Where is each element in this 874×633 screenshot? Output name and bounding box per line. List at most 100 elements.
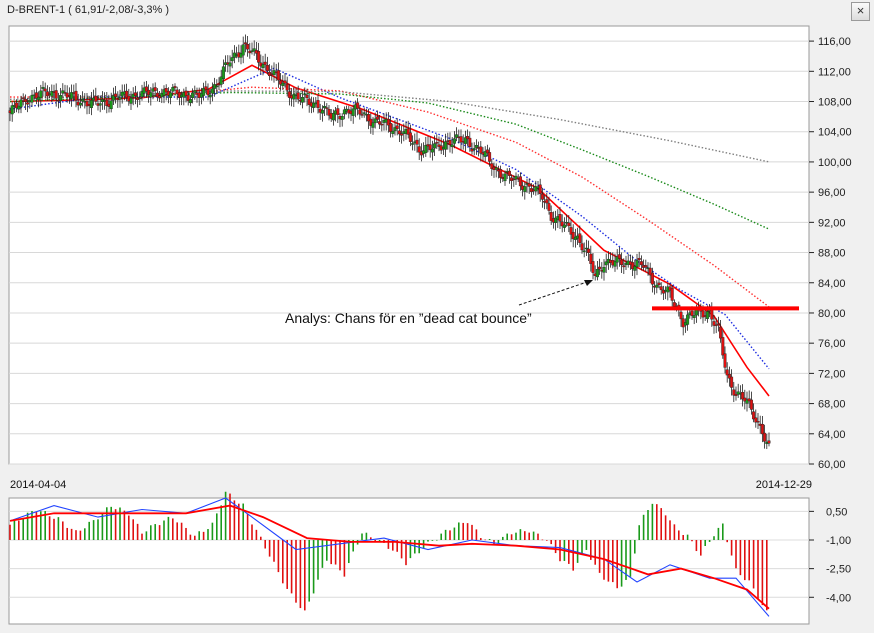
candle-body bbox=[604, 261, 608, 266]
macd-bar bbox=[726, 540, 728, 543]
moving-average-line bbox=[9, 67, 770, 370]
candle-body bbox=[389, 123, 393, 132]
candle-body bbox=[488, 152, 492, 162]
macd-bar bbox=[396, 540, 398, 552]
macd-bar bbox=[268, 540, 271, 557]
macd-lines bbox=[9, 497, 770, 617]
macd-bar bbox=[708, 540, 711, 542]
macd-bar bbox=[334, 540, 337, 565]
candle-body bbox=[741, 392, 745, 400]
price-tick-label: 112,00 bbox=[818, 66, 851, 78]
candle-body bbox=[452, 138, 456, 144]
candle-body bbox=[276, 70, 280, 81]
macd-bar bbox=[290, 540, 293, 594]
macd-bar bbox=[128, 515, 130, 540]
macd-bar bbox=[163, 520, 165, 540]
candle-body bbox=[428, 144, 432, 151]
price-tick-label: 116,00 bbox=[818, 36, 851, 48]
close-button[interactable]: × bbox=[851, 2, 870, 21]
candle-body bbox=[562, 224, 566, 228]
macd-bar bbox=[141, 533, 143, 540]
candle-body bbox=[248, 50, 252, 54]
candle-body bbox=[243, 42, 247, 45]
candle-body bbox=[749, 399, 753, 410]
candle-body bbox=[417, 146, 421, 153]
candle-body bbox=[138, 97, 142, 100]
macd-bar bbox=[598, 540, 601, 573]
candle-body bbox=[153, 87, 157, 91]
candle-body bbox=[380, 123, 384, 126]
candle-body bbox=[591, 261, 595, 273]
macd-bar bbox=[766, 540, 768, 611]
candle-body bbox=[331, 113, 335, 121]
candle-body bbox=[424, 145, 428, 154]
candle-body bbox=[725, 369, 729, 376]
macd-bar bbox=[365, 532, 368, 540]
macd-bar bbox=[207, 529, 209, 540]
annotation-arrow bbox=[518, 280, 591, 306]
macd-bar bbox=[660, 508, 662, 540]
candle-body bbox=[763, 432, 767, 442]
macd-bar bbox=[26, 512, 29, 540]
candlesticks bbox=[8, 34, 771, 450]
candle-body bbox=[34, 92, 38, 99]
candle-body bbox=[661, 289, 665, 294]
macd-y-axis: 0,50 -1,00 -2,50 -4,00 bbox=[809, 506, 851, 604]
candle-body bbox=[292, 94, 296, 100]
window-title: D-BRENT-1 ( 61,91/-2,08/-3,3% ) bbox=[7, 4, 170, 16]
candle-body bbox=[118, 97, 122, 100]
macd-bar bbox=[519, 529, 522, 540]
macd-bar bbox=[541, 539, 544, 541]
candle-body bbox=[463, 137, 467, 144]
candle-body bbox=[323, 105, 327, 109]
macd-bar bbox=[757, 540, 759, 600]
candle-body bbox=[98, 103, 102, 106]
macd-series-line bbox=[9, 504, 770, 610]
macd-bar bbox=[92, 520, 95, 540]
candle-body bbox=[307, 98, 311, 105]
candle-body bbox=[743, 397, 747, 402]
candle-body bbox=[228, 62, 232, 67]
candle-body bbox=[340, 116, 344, 120]
candle-body bbox=[303, 93, 307, 96]
macd-bar bbox=[172, 518, 174, 540]
macd-bar bbox=[651, 503, 654, 540]
candle-body bbox=[241, 44, 245, 56]
macd-bar bbox=[233, 500, 236, 540]
candle-body bbox=[734, 394, 738, 396]
candle-body bbox=[567, 222, 571, 227]
macd-bar bbox=[506, 533, 508, 540]
candle-body bbox=[41, 87, 45, 89]
macd-bar bbox=[277, 540, 280, 573]
candle-body bbox=[140, 90, 144, 97]
candle-body bbox=[395, 125, 399, 129]
candle-body bbox=[723, 353, 727, 368]
macd-bar bbox=[664, 515, 667, 540]
candle-body bbox=[503, 173, 507, 182]
candle-body bbox=[221, 66, 225, 80]
price-tick-label: 64,00 bbox=[818, 429, 846, 441]
candle-body bbox=[571, 231, 575, 240]
price-tick-label: 104,00 bbox=[818, 127, 852, 139]
candle-body bbox=[360, 114, 364, 116]
macd-bar bbox=[761, 540, 764, 606]
macd-bar bbox=[392, 540, 394, 551]
macd-bar bbox=[326, 540, 328, 561]
macd-bar bbox=[321, 540, 324, 568]
candle-body bbox=[70, 92, 74, 99]
candle-body bbox=[468, 137, 472, 147]
candle-body bbox=[287, 91, 291, 98]
candle-body bbox=[356, 102, 360, 109]
candle-body bbox=[558, 214, 562, 222]
candle-body bbox=[74, 90, 78, 101]
candle-body bbox=[569, 227, 573, 235]
candle-body bbox=[43, 88, 47, 92]
candle-body bbox=[393, 127, 397, 132]
macd-bar bbox=[264, 540, 266, 549]
macd-bar bbox=[9, 524, 11, 540]
window-titlebar: D-BRENT-1 ( 61,91/-2,08/-3,3% ) × bbox=[0, 0, 874, 22]
candle-body bbox=[580, 243, 584, 251]
macd-bar bbox=[35, 511, 38, 540]
candle-body bbox=[186, 94, 190, 101]
